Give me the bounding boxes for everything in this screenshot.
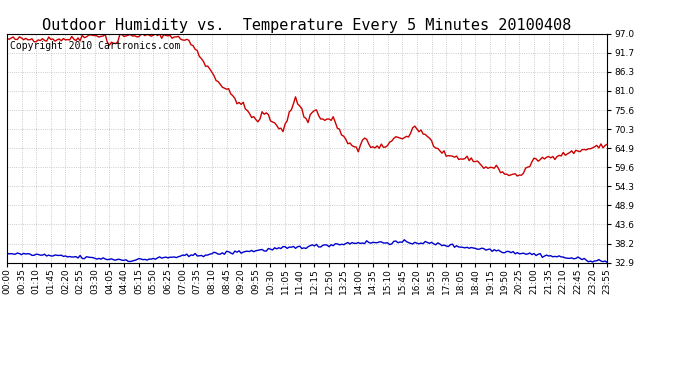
Text: Copyright 2010 Cartronics.com: Copyright 2010 Cartronics.com <box>10 40 180 51</box>
Title: Outdoor Humidity vs.  Temperature Every 5 Minutes 20100408: Outdoor Humidity vs. Temperature Every 5… <box>42 18 572 33</box>
